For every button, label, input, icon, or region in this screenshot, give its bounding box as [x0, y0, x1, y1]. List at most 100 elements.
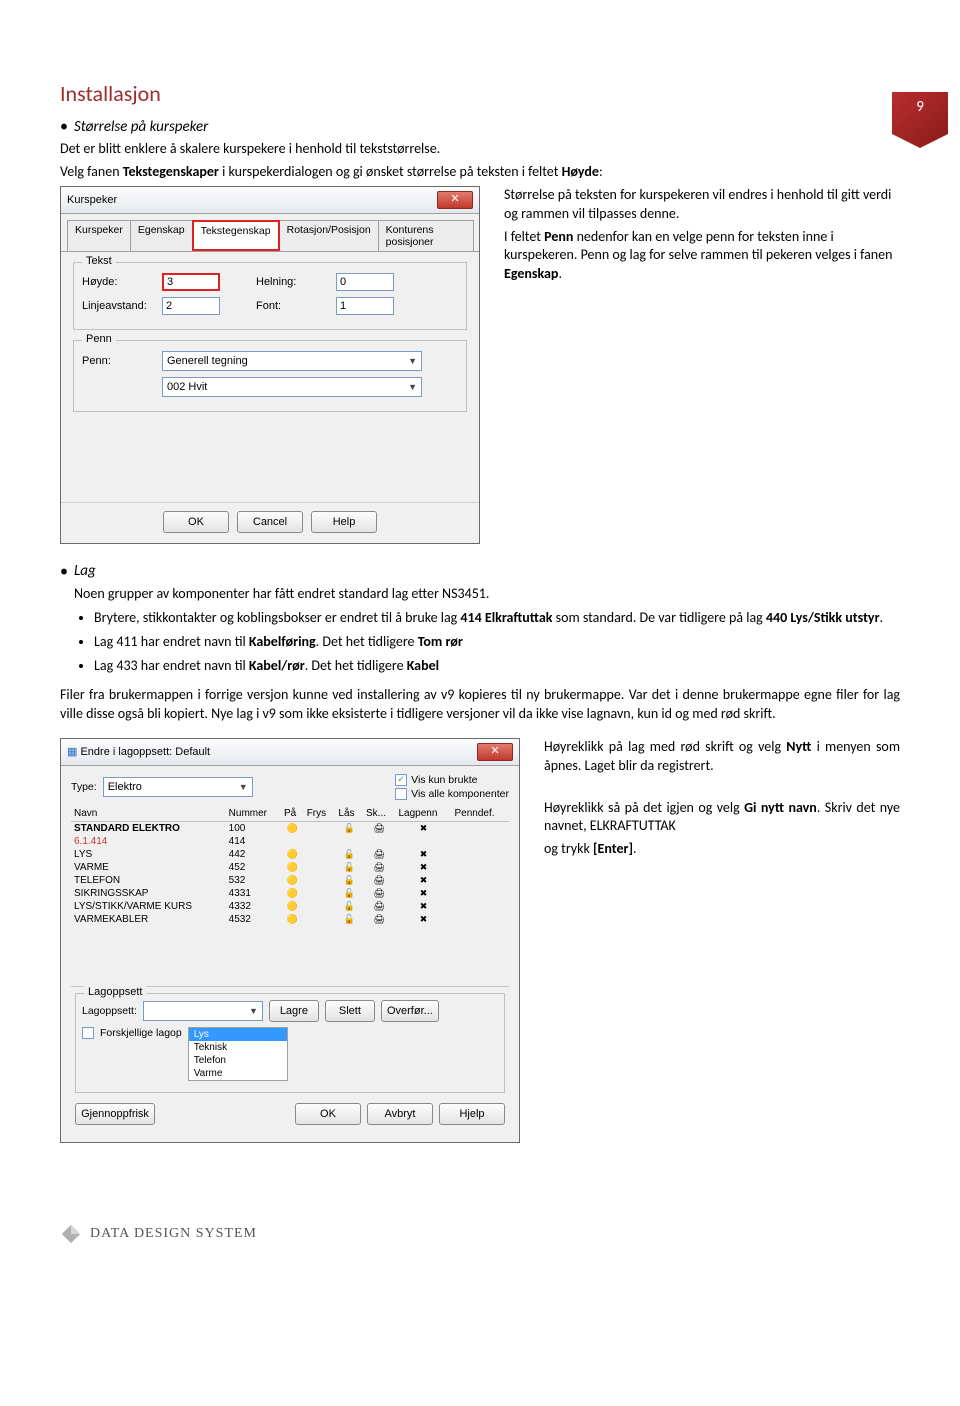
cell-icon: 🔓 [335, 913, 363, 926]
chevron-down-icon: ▼ [239, 782, 248, 792]
cell-navn: 6.1.414 [71, 835, 226, 848]
tab-rotasjon[interactable]: Rotasjon/Posisjon [279, 220, 379, 251]
ok-button[interactable]: OK [295, 1103, 361, 1125]
list-item[interactable]: Lys [189, 1028, 287, 1041]
label-vis-kun: Vis kun brukte [411, 774, 477, 786]
cell-icon [335, 835, 363, 848]
cell-icon [304, 913, 336, 926]
chevron-down-icon: ▼ [408, 356, 417, 366]
gjennoppfrisk-button[interactable]: Gjennoppfrisk [75, 1103, 155, 1125]
tab-egenskap[interactable]: Egenskap [130, 220, 193, 251]
col-las[interactable]: Lås [335, 806, 363, 822]
tab-konturens[interactable]: Konturens posisjoner [378, 220, 474, 251]
table-row[interactable]: SIKRINGSSKAP4331🟡🔓🖨✖ [71, 887, 509, 900]
col-nummer[interactable]: Nummer [226, 806, 281, 822]
table-row[interactable]: VARMEKABLER4532🟡🔓🖨✖ [71, 913, 509, 926]
hjelp-button[interactable]: Hjelp [439, 1103, 505, 1125]
checkbox-vis-alle[interactable] [395, 788, 407, 800]
cell-icon: 🖨 [363, 913, 395, 926]
checkbox-forskjellige[interactable] [82, 1027, 94, 1039]
cell-icon [452, 874, 510, 887]
slett-button[interactable]: Slett [325, 1000, 375, 1022]
checkbox-vis-kun[interactable]: ✓ [395, 774, 407, 786]
dropdown-type[interactable]: Elektro ▼ [103, 777, 253, 797]
cell-icon [304, 848, 336, 861]
page-number: 9 [916, 98, 924, 116]
col-sk[interactable]: Sk... [363, 806, 395, 822]
col-navn[interactable]: Navn [71, 806, 226, 822]
tab-kurspeker[interactable]: Kurspeker [67, 220, 131, 251]
table-row[interactable]: STANDARD ELEKTRO100🟡🔓🖨✖ [71, 821, 509, 835]
col-penndef[interactable]: Penndef. [452, 806, 510, 822]
cell-nummer: 532 [226, 874, 281, 887]
list-item[interactable]: Varme [189, 1067, 287, 1080]
dialog-title: Kurspeker [67, 194, 117, 206]
col-lagpenn[interactable]: Lagpenn [395, 806, 451, 822]
dropdown-penn[interactable]: Generell tegning ▼ [162, 351, 422, 371]
col-frys[interactable]: Frys [304, 806, 336, 822]
intro-text-2: Velg fanen Tekstegenskaper i kurspekerdi… [60, 163, 900, 182]
input-font[interactable] [336, 297, 394, 315]
cell-icon: 🖨 [363, 861, 395, 874]
table-header-row: Navn Nummer På Frys Lås Sk... Lagpenn Pe… [71, 806, 509, 822]
overfor-button[interactable]: Overfør... [381, 1000, 439, 1022]
cell-icon: ✖ [395, 848, 451, 861]
label-linjeavstand: Linjeavstand: [82, 300, 154, 312]
lagopp-listbox[interactable]: Lys Teknisk Telefon Varme [188, 1027, 288, 1081]
aside2-p2: Høyreklikk så på det igjen og velg Gi ny… [544, 799, 900, 837]
brand-text: DATA DESIGN SYSTEM [90, 1226, 257, 1242]
aside-text-2: I feltet Penn nedenfor kan en velge penn… [504, 228, 900, 285]
table-row[interactable]: TELEFON532🟡🔓🖨✖ [71, 874, 509, 887]
list-item[interactable]: Telefon [189, 1054, 287, 1067]
help-button[interactable]: Help [311, 511, 377, 533]
cell-icon: 🔓 [335, 900, 363, 913]
table-row[interactable]: VARME452🟡🔓🖨✖ [71, 861, 509, 874]
cell-icon [281, 835, 304, 848]
dropdown-color-value: 002 Hvit [167, 381, 207, 393]
close-button[interactable]: ✕ [437, 191, 473, 209]
table-row[interactable]: LYS442🟡🔓🖨✖ [71, 848, 509, 861]
label-font: Font: [256, 300, 328, 312]
cell-icon [452, 887, 510, 900]
dropdown-color[interactable]: 002 Hvit ▼ [162, 377, 422, 397]
list-item[interactable]: Teknisk [189, 1041, 287, 1054]
table-row[interactable]: 6.1.414414 [71, 835, 509, 848]
lagre-button[interactable]: Lagre [269, 1000, 319, 1022]
cell-icon [452, 821, 510, 835]
cell-icon: ✖ [395, 900, 451, 913]
group-tekst: Tekst Høyde: Helning: Linjeavstand: Font… [73, 262, 467, 330]
label-vis-alle: Vis alle komponenter [411, 788, 509, 800]
dropdown-type-value: Elektro [108, 781, 142, 793]
cell-icon [304, 887, 336, 900]
aside2-p1: Høyreklikk på lag med rød skrift og velg… [544, 738, 900, 776]
aside-text-1: Størrelse på teksten for kurspekeren vil… [504, 186, 900, 224]
input-helning[interactable] [336, 273, 394, 291]
list-item: Lag 433 har endret navn til Kabel/rør. D… [94, 656, 900, 676]
close-button[interactable]: ✕ [477, 743, 513, 761]
table-row[interactable]: LYS/STIKK/VARME KURS4332🟡🔓🖨✖ [71, 900, 509, 913]
list-item: Brytere, stikkontakter og koblingsbokser… [94, 608, 900, 628]
dropdown-lagoppsett[interactable]: ▼ [143, 1001, 263, 1021]
cell-icon [452, 848, 510, 861]
cell-icon: 🖨 [363, 887, 395, 900]
cell-icon [304, 861, 336, 874]
cell-icon: ✖ [395, 913, 451, 926]
lag-bullet-list: Brytere, stikkontakter og koblingsbokser… [60, 608, 900, 677]
group-lagoppsett: Lagoppsett Lagoppsett: ▼ Lagre Slett Ove… [75, 993, 505, 1093]
col-pa[interactable]: På [281, 806, 304, 822]
cell-nummer: 4332 [226, 900, 281, 913]
dialog2-title: ▦ Endre i lagoppsett: Default [67, 745, 210, 758]
legend-lagoppsett: Lagoppsett [84, 986, 146, 998]
cell-icon: 🖨 [363, 821, 395, 835]
cell-icon: 🖨 [363, 874, 395, 887]
section-title: Installasjon [60, 80, 900, 107]
cancel-button[interactable]: Cancel [237, 511, 303, 533]
close-icon: ✕ [490, 746, 499, 757]
aside2-p3: og trykk [Enter]. [544, 840, 900, 859]
input-hoyde[interactable] [162, 273, 220, 291]
avbryt-button[interactable]: Avbryt [367, 1103, 433, 1125]
footer-brand: DATA DESIGN SYSTEM [60, 1223, 900, 1245]
ok-button[interactable]: OK [163, 511, 229, 533]
input-linjeavstand[interactable] [162, 297, 220, 315]
tab-tekstegenskap[interactable]: Tekstegenskap [192, 220, 280, 251]
